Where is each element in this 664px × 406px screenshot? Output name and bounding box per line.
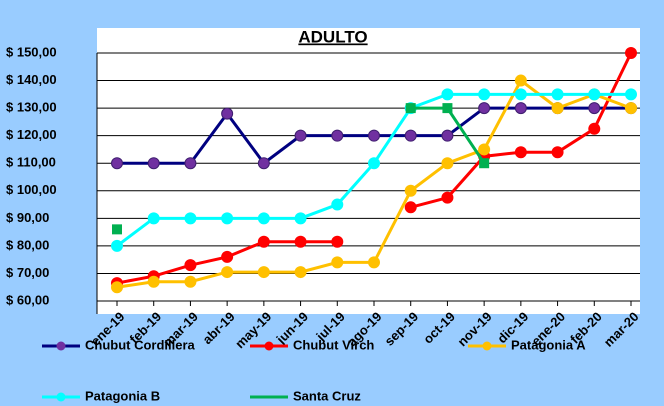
marker bbox=[551, 88, 564, 101]
marker bbox=[514, 146, 527, 159]
legend-label: Chubut Virch bbox=[293, 337, 374, 352]
marker bbox=[441, 157, 454, 170]
marker bbox=[368, 256, 380, 269]
y-tick-label: $ 70,00 bbox=[6, 265, 49, 280]
marker bbox=[221, 212, 234, 225]
marker bbox=[111, 281, 123, 294]
y-tick-label: $ 80,00 bbox=[6, 237, 49, 252]
marker bbox=[294, 235, 307, 248]
marker bbox=[221, 250, 234, 263]
legend-marker bbox=[56, 341, 66, 351]
marker bbox=[294, 129, 307, 142]
marker bbox=[257, 235, 270, 248]
marker bbox=[514, 74, 527, 87]
y-tick-label: $ 110,00 bbox=[6, 155, 56, 170]
marker bbox=[331, 256, 344, 269]
legend-label: Santa Cruz bbox=[293, 388, 361, 403]
marker bbox=[147, 157, 160, 170]
marker bbox=[625, 88, 637, 101]
marker bbox=[442, 103, 453, 114]
legend-label: Patagonia A bbox=[511, 337, 586, 352]
marker bbox=[404, 129, 417, 142]
marker bbox=[479, 158, 490, 169]
marker bbox=[478, 102, 491, 115]
y-tick-label: $ 90,00 bbox=[6, 210, 49, 225]
marker bbox=[112, 224, 122, 235]
legend-marker bbox=[482, 341, 492, 351]
marker bbox=[257, 157, 270, 170]
marker bbox=[514, 102, 527, 115]
legend-label: Chubut Cordillera bbox=[85, 337, 196, 352]
marker bbox=[147, 212, 160, 225]
marker bbox=[368, 157, 380, 170]
marker bbox=[404, 184, 417, 197]
marker bbox=[111, 239, 123, 252]
marker bbox=[331, 235, 344, 248]
marker bbox=[184, 212, 197, 225]
marker bbox=[551, 146, 564, 159]
marker bbox=[514, 88, 527, 101]
marker bbox=[588, 122, 601, 135]
marker bbox=[588, 88, 601, 101]
legend-marker bbox=[264, 341, 274, 351]
marker bbox=[588, 102, 601, 115]
marker bbox=[111, 157, 123, 170]
y-tick-label: $ 60,00 bbox=[6, 292, 49, 307]
marker bbox=[257, 212, 270, 225]
marker bbox=[294, 212, 307, 225]
y-tick-label: $ 120,00 bbox=[6, 127, 57, 142]
marker bbox=[478, 88, 491, 101]
marker bbox=[221, 107, 234, 120]
marker bbox=[441, 88, 454, 101]
marker bbox=[625, 102, 637, 115]
marker bbox=[184, 157, 197, 170]
marker bbox=[368, 129, 380, 142]
legend-marker bbox=[56, 392, 66, 402]
y-tick-label: $ 100,00 bbox=[6, 182, 57, 197]
marker bbox=[184, 259, 197, 272]
legend-label: Patagonia B bbox=[85, 388, 160, 403]
marker bbox=[625, 47, 637, 59]
marker bbox=[257, 266, 270, 279]
marker bbox=[184, 275, 197, 288]
marker bbox=[441, 191, 454, 204]
marker bbox=[405, 103, 416, 114]
marker bbox=[441, 129, 454, 142]
marker bbox=[294, 266, 307, 279]
marker bbox=[551, 102, 564, 115]
marker bbox=[147, 275, 160, 288]
marker bbox=[331, 129, 344, 142]
y-tick-label: $ 140,00 bbox=[6, 72, 57, 87]
marker bbox=[331, 198, 344, 211]
marker bbox=[478, 143, 491, 156]
y-tick-label: $ 150,00 bbox=[6, 44, 57, 59]
y-tick-label: $ 130,00 bbox=[6, 100, 57, 115]
marker bbox=[221, 266, 234, 279]
chart-title: ADULTO bbox=[298, 27, 367, 46]
marker bbox=[404, 201, 417, 214]
